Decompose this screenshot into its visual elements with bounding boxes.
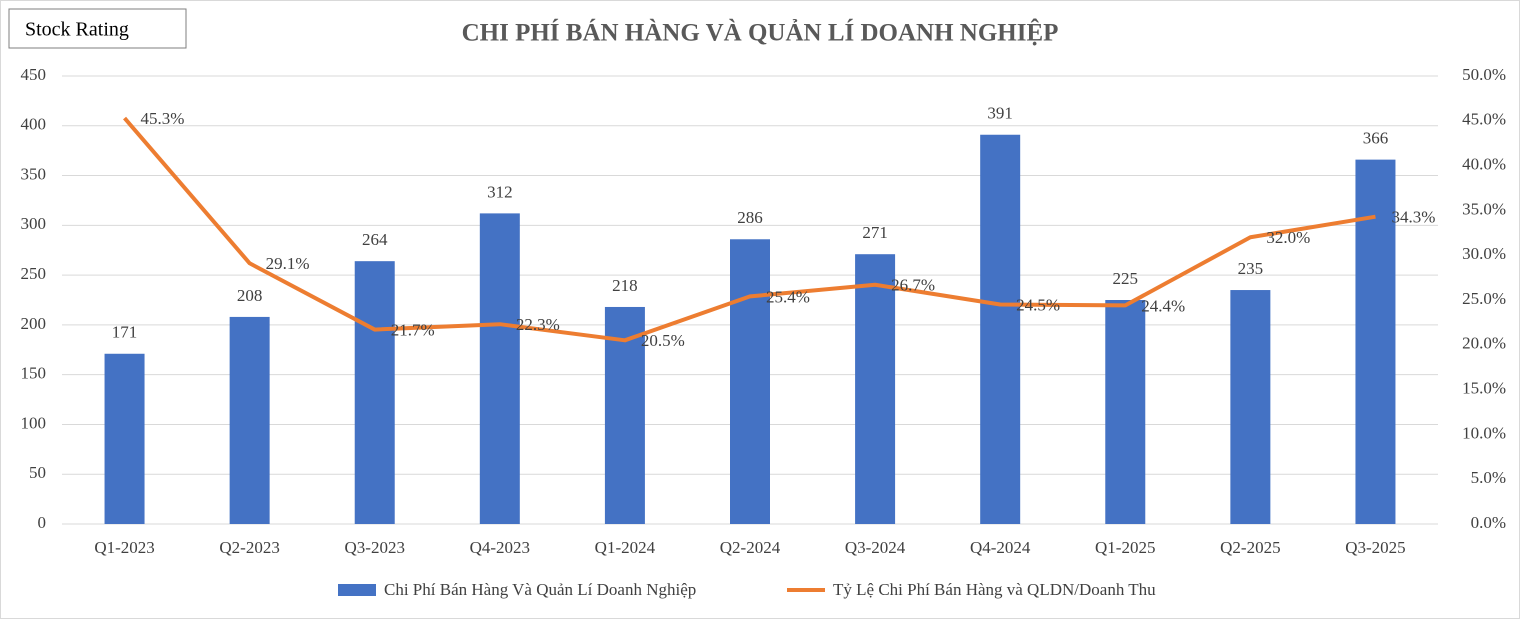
- y2-tick-label: 35.0%: [1462, 199, 1506, 218]
- bar-label: 391: [987, 104, 1013, 123]
- bar: [980, 134, 1021, 524]
- x-tick-label: Q3-2023: [345, 538, 405, 557]
- bar: [730, 239, 770, 524]
- y2-tick-label: 20.0%: [1462, 334, 1506, 353]
- line-label: 20.5%: [641, 331, 685, 350]
- y2-tick-label: 25.0%: [1462, 289, 1506, 308]
- chart-title: CHI PHÍ BÁN HÀNG VÀ QUẢN LÍ DOANH NGHIỆP: [462, 19, 1059, 47]
- line-label: 21.7%: [391, 320, 435, 339]
- line: [123, 116, 1376, 343]
- bar: [354, 261, 395, 524]
- y2-tick-label: 45.0%: [1462, 110, 1506, 129]
- badge-box: [8, 8, 187, 49]
- legend-swatch: [338, 584, 376, 596]
- x-tick-label: Q1-2023: [94, 538, 154, 557]
- bar-label: 225: [1113, 269, 1139, 288]
- bar: [479, 213, 520, 525]
- y2-tick-label: 0.0%: [1471, 513, 1506, 532]
- y-tick-label: 250: [21, 264, 47, 283]
- bar: [604, 306, 645, 524]
- y-tick-label: 150: [21, 364, 47, 383]
- line-label: 22.3%: [516, 315, 560, 334]
- bar-label: 218: [612, 276, 638, 295]
- bar: [855, 254, 896, 524]
- line-label: 26.7%: [891, 276, 935, 295]
- line-label: 24.4%: [1141, 296, 1185, 315]
- line-label: 25.4%: [766, 287, 810, 306]
- line-label: 24.5%: [1016, 295, 1060, 314]
- x-tick-label: Q2-2025: [1220, 538, 1280, 557]
- x-tick-label: Q3-2025: [1345, 538, 1405, 557]
- badge: Stock Rating: [25, 19, 129, 41]
- y-tick-label: 0: [38, 513, 47, 532]
- y2-tick-label: 50.0%: [1462, 65, 1506, 84]
- bar-label: 208: [237, 286, 263, 305]
- y-tick-label: 350: [21, 164, 47, 183]
- bar-label: 366: [1363, 129, 1389, 148]
- legend-label: Tỷ Lệ Chi Phí Bán Hàng và QLDN/Doanh Thu: [833, 580, 1156, 599]
- y-tick-label: 450: [21, 65, 47, 84]
- bar-label: 312: [487, 182, 513, 201]
- line-label: 32.0%: [1266, 228, 1310, 247]
- bar-label: 286: [737, 208, 763, 227]
- bar: [229, 316, 270, 524]
- bar: [104, 353, 145, 524]
- x-tick-label: Q3-2024: [845, 538, 906, 557]
- y2-tick-label: 5.0%: [1471, 468, 1506, 487]
- line-label: 29.1%: [266, 254, 310, 273]
- y-tick-label: 100: [21, 413, 47, 432]
- y-tick-label: 200: [21, 314, 47, 333]
- line-label: 45.3%: [141, 109, 185, 128]
- bar: [1105, 300, 1146, 524]
- y-tick-label: 50: [29, 463, 46, 482]
- bar-label: 171: [112, 323, 138, 342]
- bar: [1230, 290, 1271, 524]
- x-tick-label: Q4-2023: [470, 538, 530, 557]
- y2-tick-label: 40.0%: [1462, 155, 1506, 174]
- x-tick-label: Q1-2024: [595, 538, 656, 557]
- bar: [1355, 159, 1396, 525]
- bar-label: 235: [1238, 259, 1264, 278]
- y2-tick-label: 10.0%: [1462, 423, 1506, 442]
- y2-tick-label: 15.0%: [1462, 379, 1506, 398]
- x-tick-label: Q4-2024: [970, 538, 1031, 557]
- legend-label: Chi Phí Bán Hàng Và Quản Lí Doanh Nghiệp: [384, 580, 696, 599]
- x-tick-label: Q2-2023: [219, 538, 279, 557]
- y2-tick-label: 30.0%: [1462, 244, 1506, 263]
- x-tick-label: Q1-2025: [1095, 538, 1155, 557]
- x-tick-label: Q2-2024: [720, 538, 781, 557]
- y-tick-label: 300: [21, 214, 47, 233]
- line-label: 34.3%: [1391, 208, 1435, 227]
- bar-label: 271: [862, 223, 888, 242]
- bar-label: 264: [362, 230, 388, 249]
- y-tick-label: 400: [21, 115, 47, 134]
